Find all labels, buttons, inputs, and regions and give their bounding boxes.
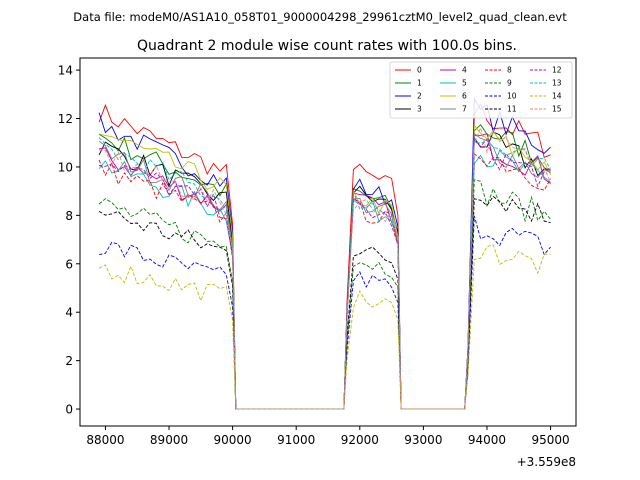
legend-label-15: 15 — [552, 105, 562, 114]
x-tick-label-91000: 91000 — [277, 433, 315, 447]
y-tick-label-6: 6 — [65, 257, 73, 271]
legend-label-5: 5 — [462, 79, 467, 88]
x-tick-label-89000: 89000 — [150, 433, 188, 447]
x-tick-label-88000: 88000 — [86, 433, 124, 447]
y-tick-label-0: 0 — [65, 403, 73, 417]
legend-label-8: 8 — [507, 66, 512, 75]
legend-box — [389, 61, 573, 119]
x-tick-label-92000: 92000 — [341, 433, 379, 447]
legend-label-14: 14 — [552, 92, 562, 101]
x-axis: 88000 89000 90000 91000 92000 93000 94000 95000 — [86, 426, 570, 447]
y-tick-label-8: 8 — [65, 209, 73, 223]
legend-label-4: 4 — [462, 66, 467, 75]
x-tick-label-90000: 90000 — [214, 433, 252, 447]
legend-label-11: 11 — [507, 105, 517, 114]
legend-label-6: 6 — [462, 92, 467, 101]
legend-label-9: 9 — [507, 79, 512, 88]
y-axis: 0 2 4 6 8 10 12 14 — [58, 64, 80, 417]
legend-label-1: 1 — [417, 79, 422, 88]
y-tick-label-4: 4 — [65, 306, 73, 320]
series-line-9 — [98, 179, 551, 410]
chart-suptitle: Data file: modeM0/AS1A10_058T01_90000042… — [73, 10, 567, 24]
legend-label-10: 10 — [507, 92, 517, 101]
plot-frame — [79, 57, 577, 427]
x-tick-label-94000: 94000 — [468, 433, 506, 447]
legend-label-2: 2 — [417, 92, 422, 101]
y-tick-label-10: 10 — [58, 160, 73, 174]
legend-label-12: 12 — [552, 66, 562, 75]
series-line-14 — [98, 244, 551, 410]
chart-title: Quadrant 2 module wise count rates with … — [137, 38, 517, 54]
series-line-10 — [99, 215, 551, 410]
x-tick-label-95000: 95000 — [531, 433, 569, 447]
series-line-11 — [98, 195, 551, 410]
legend-label-13: 13 — [552, 79, 562, 88]
y-tick-label-2: 2 — [65, 354, 73, 368]
series-layer — [98, 97, 552, 410]
legend-label-3: 3 — [417, 105, 422, 114]
x-tick-label-93000: 93000 — [404, 433, 442, 447]
x-axis-offset-label: +3.559e8 — [517, 455, 576, 469]
plot-area-background — [80, 58, 576, 426]
legend-label-0: 0 — [417, 66, 422, 75]
y-tick-label-12: 12 — [58, 112, 73, 126]
y-tick-label-14: 14 — [58, 64, 73, 78]
legend-label-7: 7 — [462, 105, 467, 114]
